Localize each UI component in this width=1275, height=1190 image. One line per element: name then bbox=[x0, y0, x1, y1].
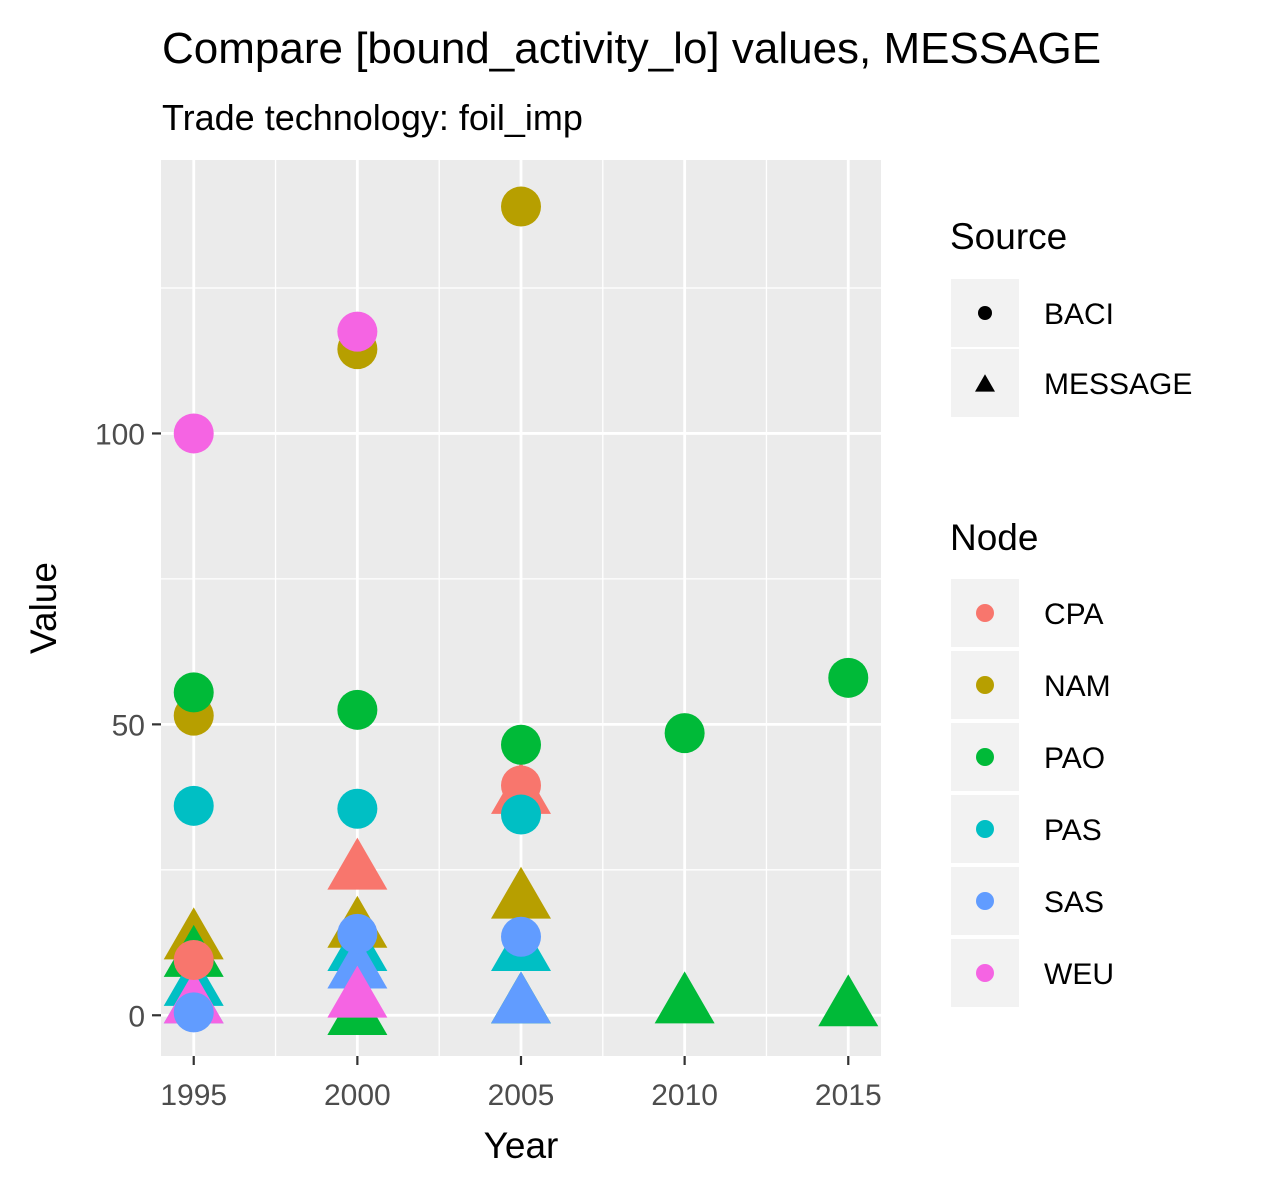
point-baci-sas bbox=[173, 992, 214, 1033]
legend-label: WEU bbox=[1044, 958, 1114, 991]
legend-node: Node CPA NAM PAO PAS SAS WEU bbox=[950, 517, 1114, 1007]
legend-color-swatch bbox=[976, 964, 994, 982]
point-message-nam bbox=[491, 866, 551, 919]
point-baci-pao bbox=[337, 689, 378, 730]
point-baci-pas bbox=[337, 788, 378, 829]
legend-label: PAO bbox=[1044, 742, 1105, 775]
point-baci-pas bbox=[173, 785, 214, 826]
y-tick-label: 0 bbox=[128, 1000, 145, 1033]
legend-label: BACI bbox=[1044, 298, 1114, 331]
chart-subtitle: Trade technology: foil_imp bbox=[162, 97, 583, 138]
legend-label: SAS bbox=[1044, 886, 1104, 919]
point-baci-nam bbox=[501, 186, 541, 227]
legend-color-swatch bbox=[976, 820, 994, 838]
legend-label: PAS bbox=[1044, 814, 1102, 847]
legend-label: MESSAGE bbox=[1044, 368, 1192, 401]
point-message-pao bbox=[818, 974, 879, 1027]
legend-color-swatch bbox=[976, 676, 994, 694]
data-points bbox=[163, 186, 879, 1036]
point-baci-pao bbox=[173, 672, 214, 713]
legend-source: Source BACI MESSAGE bbox=[950, 216, 1192, 417]
y-tick-label: 100 bbox=[95, 418, 145, 451]
legend-color-swatch bbox=[976, 604, 994, 622]
x-tick-label: 2000 bbox=[324, 1079, 391, 1112]
point-baci-sas bbox=[501, 916, 541, 957]
x-tick-label: 2015 bbox=[815, 1079, 882, 1112]
point-baci-weu bbox=[337, 311, 378, 352]
point-message-sas bbox=[491, 971, 551, 1024]
axis-ticks: 1995 2000 2005 2010 2015 0 50 100 bbox=[95, 418, 882, 1112]
point-baci-pao bbox=[828, 657, 869, 698]
point-baci-pao bbox=[664, 713, 705, 754]
legend-source-title: Source bbox=[950, 216, 1067, 257]
legend-color-swatch bbox=[976, 748, 994, 766]
point-message-pao bbox=[654, 971, 715, 1024]
y-tick-label: 50 bbox=[112, 709, 145, 742]
x-tick-label: 1995 bbox=[160, 1079, 227, 1112]
legend-circle-symbol bbox=[978, 306, 992, 320]
x-tick-label: 2005 bbox=[488, 1079, 555, 1112]
y-axis-title: Value bbox=[23, 562, 64, 654]
point-message-cpa bbox=[327, 837, 388, 890]
chart-title: Compare [bound_activity_lo] values, MESS… bbox=[162, 24, 1101, 73]
point-baci-sas bbox=[337, 913, 378, 954]
point-baci-weu bbox=[173, 413, 214, 454]
legend-triangle-symbol bbox=[975, 374, 995, 392]
point-baci-pas bbox=[501, 794, 541, 835]
x-tick-label: 2010 bbox=[651, 1079, 718, 1112]
legend-node-title: Node bbox=[950, 517, 1038, 558]
legend-label: CPA bbox=[1044, 598, 1103, 631]
point-baci-cpa bbox=[501, 765, 541, 806]
point-message-sas bbox=[327, 936, 388, 989]
point-baci-pao bbox=[501, 724, 541, 765]
point-baci-cpa bbox=[173, 940, 214, 980]
point-message-weu bbox=[327, 965, 388, 1018]
x-axis-title: Year bbox=[484, 1125, 559, 1166]
legend-color-swatch bbox=[976, 892, 994, 910]
legend-label: NAM bbox=[1044, 670, 1111, 703]
